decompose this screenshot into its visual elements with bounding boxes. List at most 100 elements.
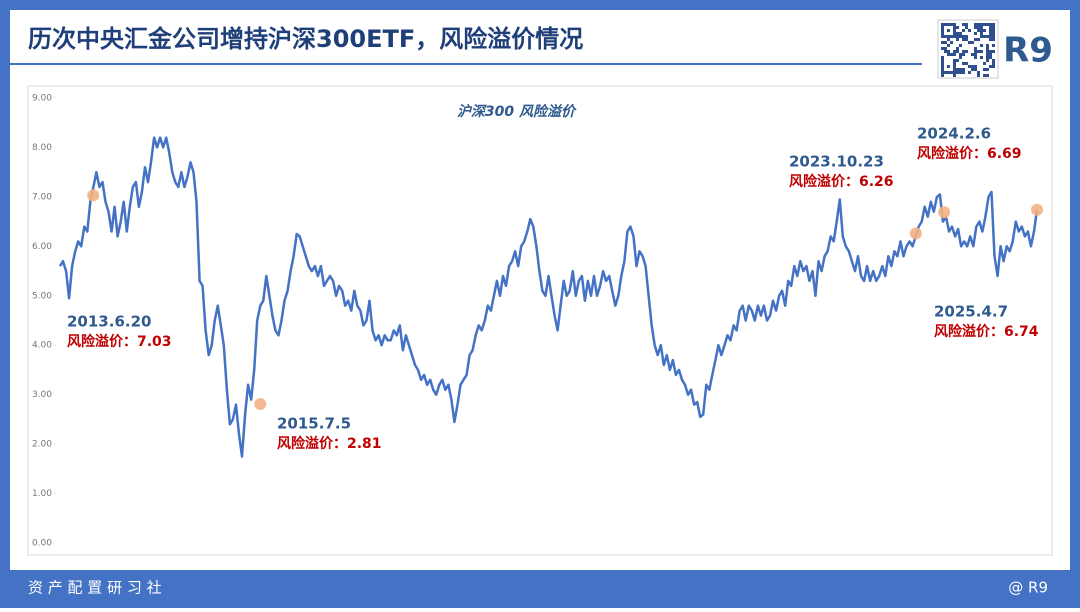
qr-cell	[965, 23, 968, 26]
qr-cell	[977, 74, 980, 77]
y-tick-label: 5.00	[32, 291, 52, 301]
qr-cell	[947, 29, 950, 32]
qr-cell	[965, 38, 968, 41]
qr-cell	[959, 44, 962, 47]
qr-cell	[992, 23, 995, 26]
qr-cell	[944, 47, 947, 50]
qr-cell	[989, 50, 992, 53]
y-tick-label: 3.00	[32, 390, 52, 400]
qr-cell	[986, 68, 989, 71]
series-line	[58, 136, 1039, 458]
annotation-dot	[87, 189, 100, 202]
qr-cell	[986, 50, 989, 53]
qr-cell	[941, 47, 944, 50]
logo: R9	[1003, 31, 1053, 71]
qr-cell	[953, 29, 956, 32]
qr-cell	[974, 56, 977, 59]
annotation-premium: 风险溢价：7.03	[67, 333, 172, 350]
qr-cell	[971, 68, 974, 71]
y-tick-label: 1.00	[32, 489, 52, 499]
qr-cell	[941, 32, 944, 35]
qr-cell	[968, 29, 971, 32]
qr-cell	[977, 29, 980, 32]
annotation-dot	[254, 398, 267, 411]
qr-cell	[959, 53, 962, 56]
qr-cell	[974, 47, 977, 50]
qr-cell	[980, 29, 983, 32]
qr-cell	[956, 59, 959, 62]
qr-cell	[992, 62, 995, 65]
qr-cell	[992, 26, 995, 29]
chart-box	[27, 85, 1053, 556]
qr-cell	[986, 47, 989, 50]
qr-cell	[956, 68, 959, 71]
qr-cell	[983, 35, 986, 38]
qr-cell	[983, 62, 986, 65]
qr-cell	[947, 35, 950, 38]
qr-cell	[968, 41, 971, 44]
qr-cell	[941, 74, 944, 77]
qr-cell	[947, 50, 950, 53]
qr-cell	[962, 50, 965, 53]
qr-cell	[974, 53, 977, 56]
qr-cell	[971, 53, 974, 56]
qr-cell	[956, 26, 959, 29]
qr-cell	[944, 23, 947, 26]
qr-cell	[989, 38, 992, 41]
qr-cell	[947, 53, 950, 56]
footer-right: @ R9	[1008, 579, 1048, 597]
qr-cell	[980, 35, 983, 38]
annotation-dot	[1031, 203, 1043, 216]
qr-cell	[956, 35, 959, 38]
qr-cell	[980, 56, 983, 59]
qr-cell	[944, 50, 947, 53]
annotation-date: 2013.6.20	[67, 313, 151, 331]
qr-cell	[977, 71, 980, 74]
annotation-dot	[909, 227, 922, 240]
annotation-value: 6.74	[1004, 324, 1039, 340]
qr-cell	[950, 41, 953, 44]
qr-cell	[959, 32, 962, 35]
qr-cell	[989, 53, 992, 56]
qr-cell	[965, 50, 968, 53]
annotation-date: 2024.2.6	[917, 125, 991, 143]
annotation-premium: 风险溢价：6.74	[934, 323, 1039, 340]
qr-cell	[956, 32, 959, 35]
qr-cell	[941, 62, 944, 65]
qr-cell	[953, 35, 956, 38]
qr-cell	[986, 44, 989, 47]
qr-cell	[962, 38, 965, 41]
qr-cell	[974, 38, 977, 41]
qr-cell	[953, 26, 956, 29]
qr-cell	[944, 35, 947, 38]
qr-code	[937, 19, 999, 79]
qr-cell	[977, 23, 980, 26]
qr-cell	[962, 35, 965, 38]
qr-cell	[965, 62, 968, 65]
qr-cell	[989, 35, 992, 38]
qr-cell	[941, 71, 944, 74]
qr-cell	[962, 53, 965, 56]
chart-title: 沪深300 风险溢价	[457, 103, 577, 120]
qr-cell	[980, 32, 983, 35]
y-tick-label: 4.00	[32, 341, 52, 351]
qr-cell	[992, 59, 995, 62]
qr-cell	[953, 23, 956, 26]
qr-cell	[989, 32, 992, 35]
annotation-label: 风险溢价：	[917, 145, 987, 162]
qr-cell	[962, 23, 965, 26]
qr-cell	[986, 23, 989, 26]
qr-cell	[953, 50, 956, 53]
qr-cell	[941, 65, 944, 68]
qr-cell	[953, 71, 956, 74]
annotation-value: 7.03	[137, 334, 172, 350]
qr-cell	[977, 50, 980, 53]
qr-cell	[974, 32, 977, 35]
qr-cell	[962, 62, 965, 65]
annotation-date: 2025.4.7	[934, 303, 1008, 321]
qr-cell	[980, 44, 983, 47]
qr-cell	[947, 71, 950, 74]
qr-cell	[977, 38, 980, 41]
qr-cell	[992, 29, 995, 32]
